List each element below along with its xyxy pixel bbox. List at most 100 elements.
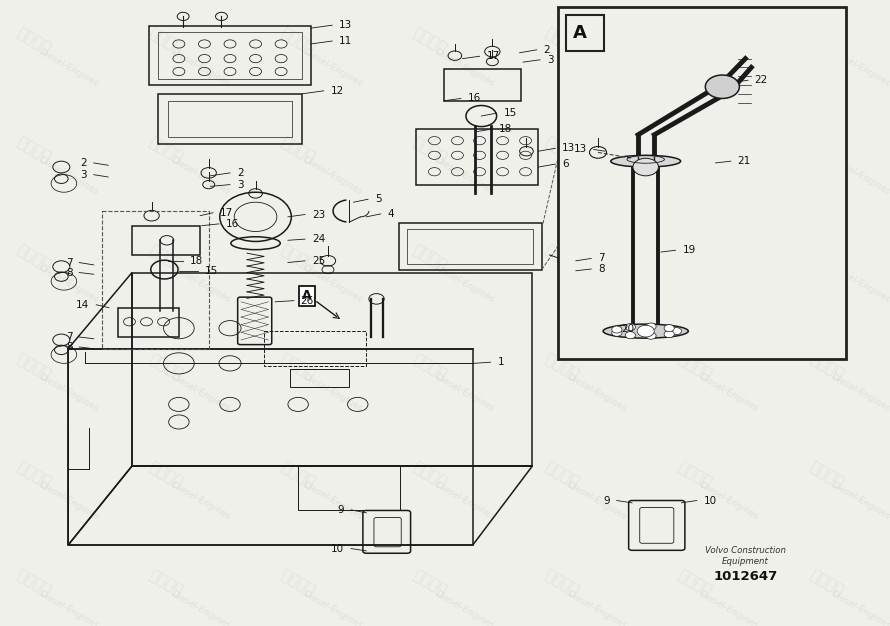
- Text: 紫发动力: 紫发动力: [279, 134, 318, 165]
- Text: Diesel-Engines: Diesel-Engines: [697, 47, 759, 88]
- Text: Diesel-Engines: Diesel-Engines: [697, 264, 759, 305]
- Text: 紫发动力: 紫发动力: [543, 459, 582, 490]
- Text: Diesel-Engines: Diesel-Engines: [169, 589, 231, 626]
- Text: 22: 22: [755, 75, 768, 85]
- Text: 15: 15: [504, 108, 517, 118]
- Text: 紫发动力: 紫发动力: [410, 242, 449, 274]
- Text: Diesel-Engines: Diesel-Engines: [829, 589, 890, 626]
- Text: Diesel-Engines: Diesel-Engines: [829, 155, 890, 197]
- Text: Diesel-Engines: Diesel-Engines: [565, 372, 627, 413]
- Circle shape: [611, 326, 622, 333]
- Text: Diesel-Engines: Diesel-Engines: [565, 47, 627, 88]
- Text: A: A: [573, 24, 587, 43]
- Text: 20: 20: [621, 324, 635, 334]
- Text: Diesel-Engines: Diesel-Engines: [829, 372, 890, 413]
- Text: 10: 10: [704, 496, 716, 506]
- Ellipse shape: [603, 324, 688, 338]
- Text: 紫发动力: 紫发动力: [147, 459, 186, 490]
- Text: 3: 3: [80, 170, 87, 180]
- Circle shape: [611, 329, 622, 336]
- Text: Diesel-Engines: Diesel-Engines: [565, 264, 627, 305]
- Text: 紫发动力: 紫发动力: [806, 351, 846, 382]
- Text: Diesel-Engines: Diesel-Engines: [36, 480, 100, 521]
- Text: 紫发动力: 紫发动力: [675, 134, 714, 165]
- Text: 7: 7: [66, 257, 72, 267]
- Circle shape: [664, 331, 675, 337]
- Text: Diesel-Engines: Diesel-Engines: [301, 155, 363, 197]
- Text: 18: 18: [190, 256, 203, 266]
- Text: Diesel-Engines: Diesel-Engines: [301, 589, 363, 626]
- Text: Diesel-Engines: Diesel-Engines: [169, 47, 231, 88]
- Text: 紫发动力: 紫发动力: [279, 351, 318, 382]
- Text: Diesel-Engines: Diesel-Engines: [169, 264, 231, 305]
- Text: Diesel-Engines: Diesel-Engines: [301, 47, 363, 88]
- Text: Diesel-Engines: Diesel-Engines: [433, 372, 496, 413]
- Text: Diesel-Engines: Diesel-Engines: [829, 480, 890, 521]
- Text: Diesel-Engines: Diesel-Engines: [433, 480, 496, 521]
- Text: 2: 2: [237, 168, 244, 178]
- Text: Diesel-Engines: Diesel-Engines: [565, 480, 627, 521]
- Text: Diesel-Engines: Diesel-Engines: [697, 589, 759, 626]
- Text: 23: 23: [312, 210, 325, 220]
- Text: 紫发动力: 紫发动力: [147, 26, 186, 56]
- Text: Diesel-Engines: Diesel-Engines: [169, 372, 231, 413]
- Text: 紫发动力: 紫发动力: [675, 242, 714, 274]
- Text: Diesel-Engines: Diesel-Engines: [565, 589, 627, 626]
- Circle shape: [646, 332, 656, 339]
- Text: 紫发动力: 紫发动力: [806, 242, 846, 274]
- Text: 16: 16: [226, 219, 239, 229]
- Text: 紫发动力: 紫发动力: [543, 351, 582, 382]
- Text: 紫发动力: 紫发动力: [147, 134, 186, 165]
- Text: Diesel-Engines: Diesel-Engines: [36, 264, 100, 305]
- Text: 紫发动力: 紫发动力: [675, 568, 714, 598]
- Text: Diesel-Engines: Diesel-Engines: [301, 264, 363, 305]
- Text: 10: 10: [331, 543, 344, 553]
- Text: 紫发动力: 紫发动力: [806, 26, 846, 56]
- Text: 紫发动力: 紫发动力: [14, 351, 53, 382]
- Circle shape: [646, 323, 656, 330]
- Text: 19: 19: [683, 245, 696, 255]
- Text: 25: 25: [312, 256, 325, 266]
- Text: 3: 3: [237, 180, 244, 190]
- Text: 紫发动力: 紫发动力: [410, 459, 449, 490]
- Text: 紫发动力: 紫发动力: [147, 568, 186, 598]
- Text: 紫发动力: 紫发动力: [543, 568, 582, 598]
- Text: Diesel-Engines: Diesel-Engines: [433, 155, 496, 197]
- Text: 紫发动力: 紫发动力: [279, 568, 318, 598]
- Circle shape: [626, 324, 635, 331]
- Text: 17: 17: [487, 51, 499, 61]
- Text: 紫发动力: 紫发动力: [279, 26, 318, 56]
- Text: 8: 8: [598, 264, 604, 274]
- Text: Diesel-Engines: Diesel-Engines: [169, 480, 231, 521]
- Text: Diesel-Engines: Diesel-Engines: [433, 589, 496, 626]
- Text: 紫发动力: 紫发动力: [14, 242, 53, 274]
- Text: 15: 15: [205, 266, 218, 276]
- Text: 紫发动力: 紫发动力: [279, 459, 318, 490]
- Text: 紫发动力: 紫发动力: [675, 26, 714, 56]
- Text: 紫发动力: 紫发动力: [806, 134, 846, 165]
- Text: 2: 2: [544, 45, 550, 55]
- Text: 紫发动力: 紫发动力: [675, 351, 714, 382]
- Text: 6: 6: [562, 159, 569, 169]
- Circle shape: [637, 326, 654, 337]
- Text: 13: 13: [574, 145, 587, 155]
- Text: 2: 2: [80, 158, 87, 168]
- Text: 紫发动力: 紫发动力: [675, 459, 714, 490]
- Text: 紫发动力: 紫发动力: [14, 568, 53, 598]
- Text: 紫发动力: 紫发动力: [14, 134, 53, 165]
- Text: Diesel-Engines: Diesel-Engines: [169, 155, 231, 197]
- Text: Diesel-Engines: Diesel-Engines: [829, 264, 890, 305]
- Text: 12: 12: [330, 86, 344, 96]
- Text: 紫发动力: 紫发动力: [806, 568, 846, 598]
- Text: 紫发动力: 紫发动力: [543, 242, 582, 274]
- Text: 紫发动力: 紫发动力: [14, 459, 53, 490]
- Circle shape: [705, 75, 740, 98]
- Polygon shape: [558, 7, 846, 359]
- Circle shape: [626, 332, 635, 339]
- Text: 紫发动力: 紫发动力: [806, 459, 846, 490]
- Text: Diesel-Engines: Diesel-Engines: [697, 480, 759, 521]
- Circle shape: [633, 158, 659, 176]
- Text: 5: 5: [375, 194, 382, 204]
- Text: Diesel-Engines: Diesel-Engines: [36, 47, 100, 88]
- Text: 14: 14: [77, 300, 89, 310]
